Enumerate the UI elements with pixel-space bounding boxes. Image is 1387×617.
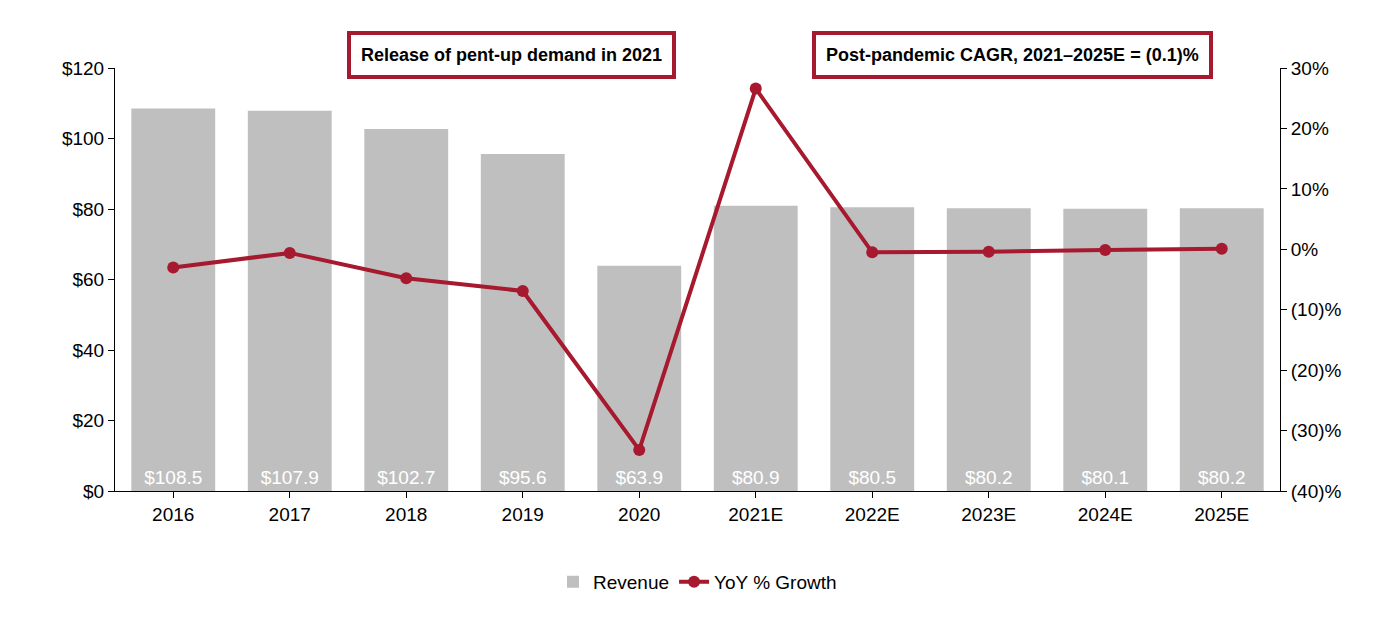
svg-text:2019: 2019 (502, 504, 544, 525)
svg-text:$80.5: $80.5 (848, 467, 896, 488)
svg-text:20%: 20% (1291, 118, 1329, 139)
svg-text:2024E: 2024E (1078, 504, 1133, 525)
svg-text:$20: $20 (72, 410, 104, 431)
svg-text:Post-pandemic CAGR, 2021–2025E: Post-pandemic CAGR, 2021–2025E = (0.1)% (826, 45, 1199, 65)
svg-text:2016: 2016 (152, 504, 194, 525)
svg-text:$80.1: $80.1 (1081, 467, 1129, 488)
svg-text:Revenue: Revenue (593, 572, 669, 593)
svg-text:2025E: 2025E (1194, 504, 1249, 525)
svg-text:$107.9: $107.9 (261, 467, 319, 488)
svg-text:$60: $60 (72, 269, 104, 290)
svg-text:(10)%: (10)% (1291, 299, 1342, 320)
svg-text:$102.7: $102.7 (377, 467, 435, 488)
svg-text:$80: $80 (72, 199, 104, 220)
svg-text:$80.2: $80.2 (1198, 467, 1246, 488)
svg-text:2017: 2017 (269, 504, 311, 525)
svg-text:2022E: 2022E (845, 504, 900, 525)
svg-text:$40: $40 (72, 340, 104, 361)
svg-text:2023E: 2023E (961, 504, 1016, 525)
svg-text:$95.6: $95.6 (499, 467, 547, 488)
svg-text:2018: 2018 (385, 504, 427, 525)
svg-text:2021E: 2021E (728, 504, 783, 525)
svg-text:$63.9: $63.9 (615, 467, 663, 488)
svg-text:$80.9: $80.9 (732, 467, 780, 488)
svg-text:(40)%: (40)% (1291, 481, 1342, 502)
svg-text:Release of pent-up demand in 2: Release of pent-up demand in 2021 (361, 45, 662, 65)
svg-text:(20)%: (20)% (1291, 360, 1342, 381)
svg-text:30%: 30% (1291, 58, 1329, 79)
svg-text:2020: 2020 (618, 504, 660, 525)
svg-text:$0: $0 (83, 481, 104, 502)
svg-text:0%: 0% (1291, 239, 1319, 260)
svg-text:$100: $100 (62, 128, 104, 149)
svg-text:$80.2: $80.2 (965, 467, 1013, 488)
svg-text:$120: $120 (62, 58, 104, 79)
svg-text:$108.5: $108.5 (144, 467, 202, 488)
svg-text:10%: 10% (1291, 179, 1329, 200)
svg-text:(30)%: (30)% (1291, 420, 1342, 441)
svg-text:YoY % Growth: YoY % Growth (714, 572, 837, 593)
